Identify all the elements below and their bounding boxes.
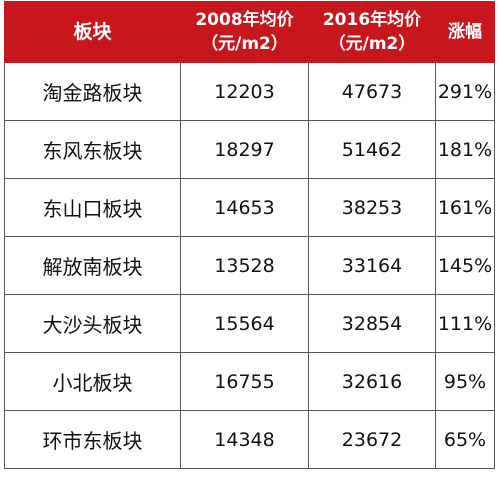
header-block: 板块 (4, 1, 181, 63)
price-2008-cell: 14653 (180, 178, 309, 237)
header-price-2008: 2008年均价 （元/m2） (180, 1, 309, 63)
header-row: 板块 2008年均价 （元/m2） 2016年均价 （元/m2） 涨幅 (4, 1, 495, 63)
block-name: 大沙头板块 (4, 294, 181, 353)
growth-cell: 65% (435, 410, 495, 469)
block-name: 淘金路板块 (4, 62, 181, 121)
table-row: 东风东板块 18297 51462 181% (4, 120, 495, 179)
price-2016-cell: 33164 (308, 236, 436, 295)
block-name: 解放南板块 (4, 236, 181, 295)
price-2016-cell: 32616 (308, 352, 436, 411)
growth-cell: 145% (435, 236, 495, 295)
table-header: 板块 2008年均价 （元/m2） 2016年均价 （元/m2） 涨幅 (4, 1, 495, 63)
price-2008-cell: 16755 (180, 352, 309, 411)
price-2016-cell: 47673 (308, 62, 436, 121)
growth-cell: 111% (435, 294, 495, 353)
growth-cell: 291% (435, 62, 495, 121)
header-price-2016: 2016年均价 （元/m2） (308, 1, 436, 63)
table-body: 淘金路板块 12203 47673 291% 东风东板块 18297 51462… (4, 62, 495, 469)
header-price-2016-title: 2016年均价 (322, 10, 422, 30)
price-2008-cell: 12203 (180, 62, 309, 121)
block-name: 东山口板块 (4, 178, 181, 237)
header-growth: 涨幅 (435, 1, 495, 63)
price-2008-cell: 14348 (180, 410, 309, 469)
price-comparison-table: 板块 2008年均价 （元/m2） 2016年均价 （元/m2） 涨幅 淘金路板… (4, 1, 495, 469)
table-row: 解放南板块 13528 33164 145% (4, 236, 495, 295)
price-2016-cell: 38253 (308, 178, 436, 237)
block-name: 环市东板块 (4, 410, 181, 469)
table-row: 小北板块 16755 32616 95% (4, 352, 495, 411)
block-name: 东风东板块 (4, 120, 181, 179)
price-2008-cell: 13528 (180, 236, 309, 295)
header-price-2008-unit: （元/m2） (201, 34, 288, 54)
price-2016-cell: 23672 (308, 410, 436, 469)
growth-cell: 95% (435, 352, 495, 411)
header-price-2008-title: 2008年均价 (195, 10, 294, 30)
header-price-2016-unit: （元/m2） (328, 34, 416, 54)
price-2016-cell: 51462 (308, 120, 436, 179)
price-2016-cell: 32854 (308, 294, 436, 353)
growth-cell: 161% (435, 178, 495, 237)
table-row: 大沙头板块 15564 32854 111% (4, 294, 495, 353)
table-row: 东山口板块 14653 38253 161% (4, 178, 495, 237)
price-2008-cell: 15564 (180, 294, 309, 353)
block-name: 小北板块 (4, 352, 181, 411)
table-row: 环市东板块 14348 23672 65% (4, 410, 495, 469)
price-2008-cell: 18297 (180, 120, 309, 179)
table-row: 淘金路板块 12203 47673 291% (4, 62, 495, 121)
growth-cell: 181% (435, 120, 495, 179)
